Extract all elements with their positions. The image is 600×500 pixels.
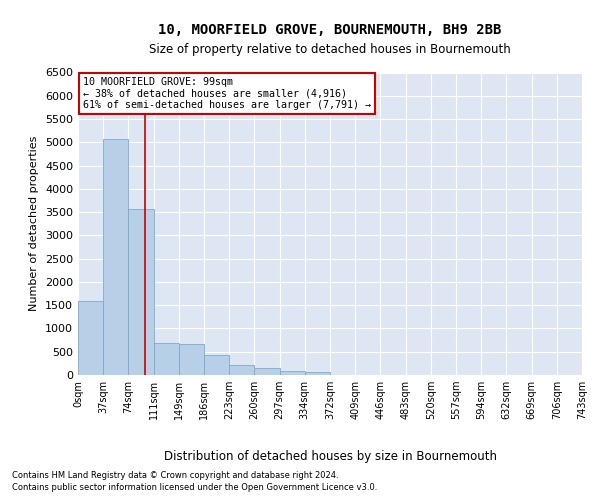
Bar <box>229 365 254 375</box>
Bar <box>280 371 305 375</box>
Bar <box>78 300 103 375</box>
Bar <box>128 210 154 375</box>
Bar <box>154 344 179 375</box>
Text: Size of property relative to detached houses in Bournemouth: Size of property relative to detached ho… <box>149 42 511 56</box>
Text: 10, MOORFIELD GROVE, BOURNEMOUTH, BH9 2BB: 10, MOORFIELD GROVE, BOURNEMOUTH, BH9 2B… <box>158 22 502 36</box>
Bar <box>103 138 128 375</box>
Text: Contains public sector information licensed under the Open Government Licence v3: Contains public sector information licen… <box>12 484 377 492</box>
Bar <box>305 372 330 375</box>
Text: Contains HM Land Registry data © Crown copyright and database right 2024.: Contains HM Land Registry data © Crown c… <box>12 471 338 480</box>
Bar <box>179 344 204 375</box>
Text: Distribution of detached houses by size in Bournemouth: Distribution of detached houses by size … <box>163 450 497 463</box>
Bar <box>254 368 280 375</box>
Y-axis label: Number of detached properties: Number of detached properties <box>29 136 40 312</box>
Bar <box>204 355 229 375</box>
Text: 10 MOORFIELD GROVE: 99sqm
← 38% of detached houses are smaller (4,916)
61% of se: 10 MOORFIELD GROVE: 99sqm ← 38% of detac… <box>83 77 371 110</box>
